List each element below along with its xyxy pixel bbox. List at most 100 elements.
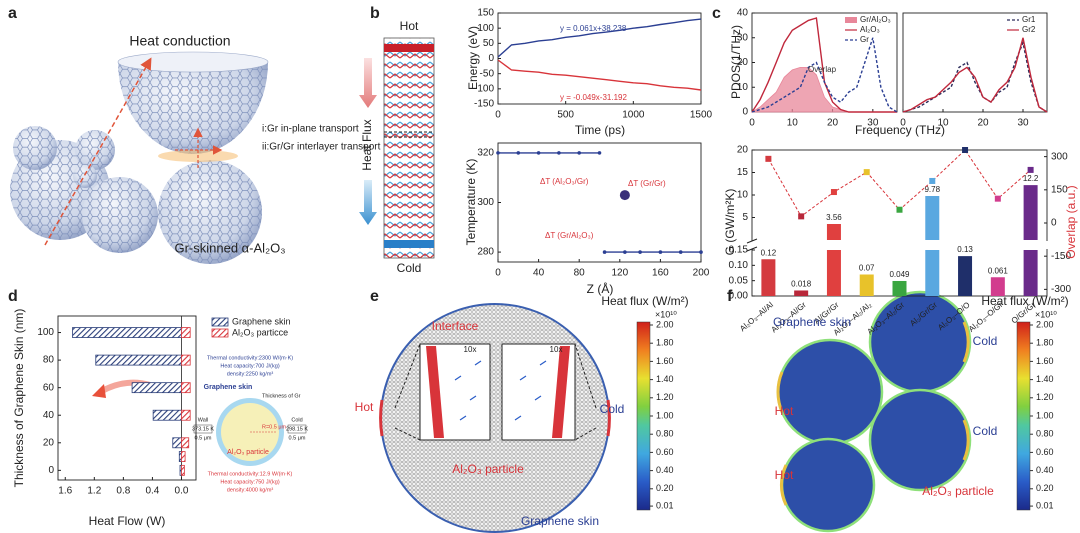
y-tick-label: 0 [742, 107, 748, 118]
colorbar-tick-label: 1.00 [656, 410, 674, 420]
x-tick-label: 0.8 [116, 486, 130, 497]
line [902, 37, 1048, 113]
y-tick-label: 5 [742, 212, 748, 223]
bar [892, 280, 907, 296]
panel-label: f [727, 288, 733, 305]
x-tick-label: 30 [1017, 118, 1029, 129]
image-label: Cold [973, 424, 998, 438]
marker [597, 151, 602, 155]
y-tick-label: 10 [737, 82, 749, 93]
y-tick-label: 150 [1051, 184, 1068, 195]
marker [496, 151, 500, 155]
plot-frame [902, 12, 1048, 113]
data-label: 12.2 [1023, 174, 1039, 183]
image-label: Hot [355, 400, 374, 414]
panel-e-illustration [379, 303, 611, 533]
annotation: Overlap [808, 65, 837, 74]
x-axis-label: Time (ps) [575, 123, 625, 137]
line [902, 40, 1048, 113]
colorbar-tick-label: 1.80 [1036, 338, 1054, 348]
bar [925, 195, 940, 296]
colorbar-tick-label: 2.00 [656, 319, 674, 329]
inset-text: Thermal conductivity:12.9 W/(m·K) [208, 471, 293, 477]
y-tick-label: 40 [737, 8, 749, 19]
x-tick-label: 1.2 [87, 486, 101, 497]
y-tick-label: 0.15 [729, 245, 749, 256]
bar [181, 327, 191, 338]
inset-text: Graphene skin [204, 384, 253, 391]
y-tick-label: 20 [43, 437, 55, 448]
panel-label: a [8, 5, 17, 22]
annotation: y = 0.061x+38.238 [560, 24, 627, 33]
x-tick-label: 40 [533, 268, 545, 279]
x-tick-label: 0.0 [175, 486, 189, 497]
y-tick-label: 0.10 [729, 260, 749, 271]
line [497, 59, 702, 91]
x-tick-label: 0 [495, 268, 501, 279]
line [497, 18, 702, 58]
bar [859, 274, 874, 296]
x-tick-label: 160 [652, 268, 669, 279]
heat-flux-label: Heat Flux [360, 119, 374, 170]
overlap-marker [962, 147, 969, 153]
inset-text: Thermal conductivity:2300 W/(m·K) [207, 355, 293, 361]
panel-label: e [370, 288, 379, 305]
y-tick-label: 50 [483, 38, 495, 49]
colorbar-tick-label: 0.40 [656, 465, 674, 475]
x-tick-label: 1.6 [58, 486, 72, 497]
bar [181, 464, 185, 476]
x-tick-label: 1500 [690, 110, 713, 121]
inset-text: Al₂O₃ particle [227, 449, 269, 456]
colorbar-tick-label: 0.60 [656, 447, 674, 457]
marker [638, 250, 642, 254]
data-label: 0.12 [761, 248, 777, 257]
data-label: 0.13 [957, 245, 973, 254]
image-label: Al₂O₃ particle [922, 484, 994, 498]
hot-label: Hot [400, 19, 419, 33]
legend-label: Al₂O₃ particce [232, 327, 288, 337]
inset-text: Heat capacity:750 J/(kg) [220, 479, 279, 485]
panel-a-caption: Gr-skinned α-Al₂O₃ [174, 240, 285, 255]
y-tick-label: 100 [37, 327, 54, 338]
y-axis-label: Thickness of Graphene Skin (nm) [12, 309, 26, 488]
cold-label: Cold [397, 261, 422, 275]
inset-text: 0.5 μm [289, 435, 306, 441]
marker [619, 190, 630, 201]
y-tick-label: 0.00 [729, 291, 749, 302]
y-tick-label: 0 [48, 465, 54, 476]
axis-break [1043, 241, 1051, 249]
line [751, 37, 898, 113]
axis-break [746, 238, 758, 252]
overlap-marker [830, 189, 837, 196]
legend-label: Gr2 [1022, 25, 1036, 34]
marker [516, 151, 521, 155]
y-tick-label: 20 [737, 145, 749, 156]
inset-text: Wall [198, 417, 209, 423]
image-label: Graphene skin [521, 514, 599, 528]
y-tick-label: 0.05 [729, 275, 749, 286]
inset-text: 298.15 K [286, 426, 308, 432]
y-tick-label: 60 [43, 382, 55, 393]
x-axis-label: Frequency (THz) [855, 123, 945, 137]
y-axis-label: Temperature (K) [464, 159, 478, 246]
colorbar-tick-label: 0.20 [656, 483, 674, 493]
colorbar-tick-label: 2.00 [1036, 319, 1054, 329]
x-tick-label: 10 [787, 118, 799, 129]
panel-a-title: Heat conduction [129, 33, 230, 49]
panel-label: b [370, 5, 380, 22]
inset-text: density:4000 kg/m³ [227, 487, 274, 493]
x-tick-label: 80 [574, 268, 586, 279]
colorbar-tick-label: 0.01 [1036, 500, 1054, 510]
data-label: 0.061 [988, 266, 1009, 275]
y-axis-label: Energy (eV) [466, 26, 480, 90]
image-label: Hot [775, 468, 794, 482]
y-tick-label: -50 [480, 68, 495, 79]
y-tick-label: 10 [737, 190, 749, 201]
marker [623, 250, 627, 254]
colorbar-tick-label: 1.40 [656, 374, 674, 384]
inset-text: R=0.5 μm [262, 424, 287, 430]
image-label: Graphene skin [773, 315, 851, 329]
plot-frame [57, 315, 197, 481]
marker [557, 151, 561, 155]
x-axis-label: Z (Å) [587, 281, 614, 296]
